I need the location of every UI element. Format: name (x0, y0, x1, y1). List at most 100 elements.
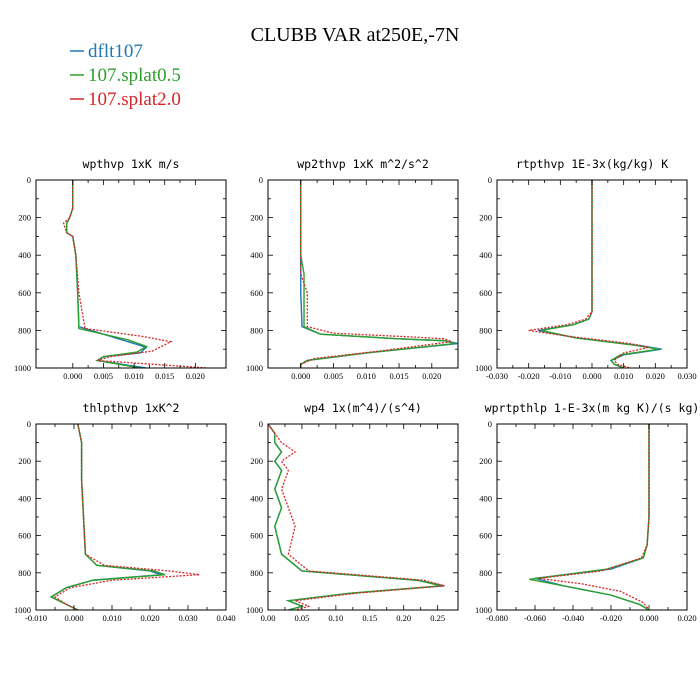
x-tick-label: -0.040 (562, 613, 584, 623)
y-tick-label: 800 (479, 568, 492, 578)
plot-frame (496, 423, 688, 611)
panel-4: thlpthvp 1xK^2 0 200 400 600 800 1000-0.010 0.0… (14, 401, 236, 623)
series-line-107.splat0.5 (268, 424, 442, 610)
x-tick-label: -0.080 (486, 613, 508, 623)
series-line-107.splat2.0 (528, 180, 650, 368)
x-tick-label: 0.25 (430, 613, 445, 623)
plot-frame (35, 179, 227, 369)
y-tick-label: 200 (250, 456, 263, 466)
series-line-dflt107 (538, 180, 662, 368)
legend-label: 107.splat0.5 (88, 65, 181, 86)
panel-title: wprtpthlp 1-E-3x(m kg K)/(s kg) (485, 401, 700, 415)
y-tick-label: 600 (250, 531, 263, 541)
x-tick-label: 0.005 (324, 371, 343, 381)
series-line-107.splat2.0 (538, 424, 650, 610)
y-tick-label: 600 (479, 288, 492, 298)
x-tick-label: 0.020 (140, 613, 159, 623)
series-line-107.splat2.0 (268, 424, 445, 610)
x-tick-label: 0.020 (646, 371, 665, 381)
y-tick-label: 0 (259, 419, 263, 429)
x-tick-label: -0.010 (25, 613, 47, 623)
y-tick-label: 800 (18, 568, 31, 578)
series-line-dflt107 (65, 180, 148, 368)
legend-label: 107.splat2.0 (88, 89, 181, 110)
x-tick-label: 0.040 (216, 613, 235, 623)
series-line-107.splat0.5 (541, 180, 659, 368)
y-tick-label: 200 (18, 456, 31, 466)
y-tick-label: 400 (18, 250, 31, 260)
panel-1: wpthvp 1xK m/s 0 200 400 600 800 1000 0.000 0.00… (14, 157, 227, 381)
panel-2: wp2thvp 1xK m^2/s^2 0 200 400 600 800 1000 0.00… (246, 157, 459, 381)
x-tick-label: 0.10 (328, 613, 343, 623)
x-tick-label: 0.015 (389, 371, 408, 381)
x-tick-label: 0.020 (422, 371, 441, 381)
y-tick-label: 600 (18, 531, 31, 541)
y-tick-label: 1000 (14, 605, 31, 615)
panel-title: wpthvp 1xK m/s (83, 157, 180, 171)
y-tick-label: 1000 (246, 605, 263, 615)
y-tick-label: 400 (250, 250, 263, 260)
y-tick-label: 400 (479, 493, 492, 503)
y-tick-label: 0 (27, 419, 31, 429)
series-line-107.splat2.0 (53, 424, 200, 610)
x-tick-label: 0.030 (178, 613, 197, 623)
x-tick-label: -0.060 (524, 613, 546, 623)
panel-title: wp2thvp 1xK m^2/s^2 (297, 157, 429, 171)
series-line-107.splat0.5 (529, 424, 650, 610)
x-tick-label: -0.030 (486, 371, 508, 381)
y-tick-label: 200 (250, 213, 263, 223)
figure-title: CLUBB VAR at250E,-7N (251, 24, 460, 46)
y-tick-label: 200 (479, 213, 492, 223)
x-tick-label: 0.020 (186, 371, 205, 381)
legend-entry-107.splat0.5: 107.splat0.5 (70, 65, 181, 86)
y-tick-label: 200 (18, 213, 31, 223)
y-tick-label: 1000 (475, 363, 492, 373)
y-tick-label: 600 (18, 288, 31, 298)
legend-entry-dflt107: dflt107 (70, 41, 143, 62)
x-tick-label: 0.000 (582, 371, 601, 381)
panel-title: rtpthvp 1E-3x(kg/kg) K (516, 157, 668, 171)
x-tick-label: 0.00 (261, 613, 276, 623)
legend-label: dflt107 (88, 41, 143, 62)
x-tick-label: 0.000 (639, 613, 658, 623)
series-line-107.splat0.5 (300, 180, 455, 368)
x-tick-label: 0.010 (102, 613, 121, 623)
x-tick-label: -0.020 (600, 613, 622, 623)
y-tick-label: 600 (250, 288, 263, 298)
x-tick-label: 0.030 (677, 371, 696, 381)
y-tick-label: 400 (18, 493, 31, 503)
x-tick-label: 0.05 (294, 613, 309, 623)
y-tick-label: 1000 (246, 363, 263, 373)
y-tick-label: 800 (250, 325, 263, 335)
series-line-107.splat2.0 (300, 180, 454, 368)
x-tick-label: -0.010 (549, 371, 571, 381)
panel-title: wp4 1x(m^4)/(s^4) (304, 401, 422, 415)
y-tick-label: 800 (479, 325, 492, 335)
y-tick-label: 1000 (14, 363, 31, 373)
panel-6: wprtpthlp 1-E-3x(m kg K)/(s kg) 0 200 400 60… (475, 401, 699, 623)
y-tick-label: 200 (479, 456, 492, 466)
x-tick-label: 0.005 (94, 371, 113, 381)
y-tick-label: 600 (479, 531, 492, 541)
y-tick-label: 800 (18, 325, 31, 335)
legend-entry-107.splat2.0: 107.splat2.0 (70, 89, 181, 110)
x-tick-label: 0.000 (63, 371, 82, 381)
panel-3: rtpthvp 1E-3x(kg/kg) K02004006008001000-… (475, 157, 697, 381)
y-tick-label: 1000 (475, 605, 492, 615)
x-tick-label: 0.20 (396, 613, 411, 623)
series-line-107.splat0.5 (49, 424, 166, 610)
y-tick-label: 800 (250, 568, 263, 578)
y-tick-label: 400 (250, 493, 263, 503)
x-tick-label: 0.020 (677, 613, 696, 623)
x-tick-label: 0.010 (357, 371, 376, 381)
series-line-dflt107 (49, 424, 162, 610)
legend: dflt107 107.splat0.5 107.splat2.0 (70, 41, 181, 110)
x-tick-label: 0.000 (291, 371, 310, 381)
y-tick-label: 400 (479, 250, 492, 260)
y-tick-label: 0 (259, 175, 263, 185)
y-tick-label: 0 (27, 175, 31, 185)
series-line-107.splat0.5 (65, 180, 148, 368)
